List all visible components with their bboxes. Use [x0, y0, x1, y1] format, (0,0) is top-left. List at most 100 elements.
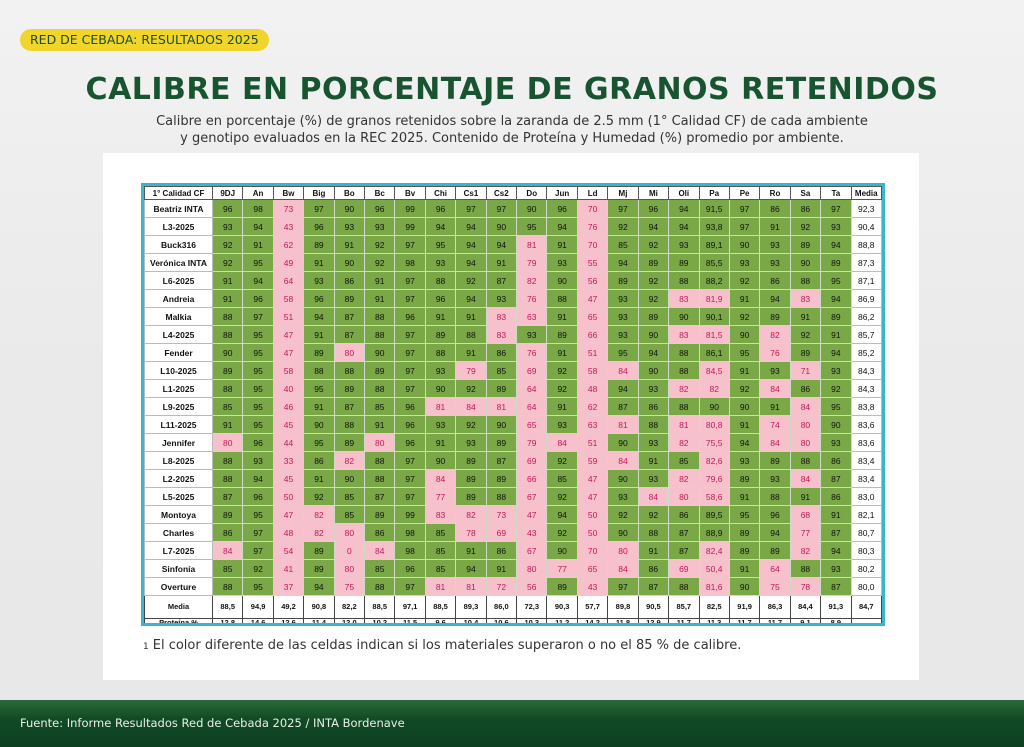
table-row: Buck316 92 91 62 89 91 92 97 95 94 94 81 91 70 85 92 93 8… — [144, 235, 882, 254]
table-cell: 97 — [242, 541, 274, 560]
table-cell: 83 — [485, 325, 518, 344]
table-cell: 94 — [820, 289, 852, 308]
table-cell: 91 — [303, 397, 335, 416]
table-cell: 47 — [576, 469, 609, 488]
genotype-name: Buck316 — [144, 235, 213, 254]
table-cell: 87 — [333, 307, 366, 326]
table-cell: 88 — [789, 559, 822, 578]
table-row: L8-2025 88 93 33 86 82 88 97 90 89 87 69 92 59 84 91 85 8… — [144, 451, 882, 470]
table-cell: 86 — [364, 523, 396, 542]
table-cell: 97 — [303, 199, 335, 218]
table-cell: 94 — [242, 469, 274, 488]
table-cell: 85 — [333, 505, 366, 524]
table-cell: 92 — [546, 379, 578, 398]
table-cell: 81,9 — [698, 289, 730, 308]
table-cell: 89 — [303, 343, 335, 362]
table-cell: 88 — [364, 325, 396, 344]
table-cell: 94 — [242, 217, 274, 236]
table-cell: 82 — [333, 451, 366, 470]
table-cell: 96 — [394, 397, 426, 416]
table-cell: 51 — [576, 343, 609, 362]
table-cell: 76 — [759, 343, 791, 362]
table-cell: 89 — [728, 541, 761, 560]
table-cell: 93 — [820, 361, 852, 380]
table-cell: 94 — [820, 541, 852, 560]
table-cell: 97 — [394, 235, 426, 254]
table-cell: 88 — [211, 325, 244, 344]
table-cell: 91 — [211, 415, 244, 434]
table-cell: 88 — [364, 451, 396, 470]
summary-cell: 84,7 — [850, 595, 882, 619]
column-header: Mj — [607, 186, 639, 200]
table-cell: 93 — [607, 325, 639, 344]
table-cell: 92 — [637, 235, 670, 254]
summary-cell: 10,6 — [485, 618, 518, 623]
table-cell: 91 — [728, 415, 761, 434]
table-cell: 90 — [728, 577, 761, 596]
table-cell: 58,6 — [698, 487, 730, 506]
table-cell: 85 — [364, 559, 396, 578]
table-cell: 83 — [424, 505, 457, 524]
table-cell: 96 — [394, 415, 426, 434]
table-cell: 93 — [759, 469, 791, 488]
table-cell: 88 — [211, 469, 244, 488]
table-cell: 94 — [637, 217, 670, 236]
table-row: Montoya 89 95 47 82 85 89 99 83 82 73 47 94 50 92 92 86 8… — [144, 505, 882, 524]
summary-cell: 72,3 — [516, 595, 548, 619]
table-cell: 91 — [364, 289, 396, 308]
table-cell: 92 — [789, 217, 822, 236]
table-cell: 87 — [820, 523, 852, 542]
table-cell: 83,6 — [850, 433, 882, 452]
table-cell: 89 — [728, 469, 761, 488]
table-cell: 44 — [272, 433, 305, 452]
table-cell: 86 — [668, 505, 700, 524]
table-cell: 91 — [211, 289, 244, 308]
table-cell: 86 — [485, 343, 518, 362]
table-cell: 92 — [211, 235, 244, 254]
summary-cell: 89,8 — [607, 595, 639, 619]
table-cell: 84 — [424, 469, 457, 488]
table-cell: 89 — [211, 505, 244, 524]
table-cell: 88,8 — [850, 235, 882, 254]
table-cell: 89 — [303, 559, 335, 578]
table-cell: 91 — [637, 451, 670, 470]
column-header: Big — [303, 186, 335, 200]
table-cell: 88 — [637, 415, 670, 434]
table-cell: 93 — [424, 415, 457, 434]
table-row: L6-2025 91 94 64 93 86 91 97 88 92 87 82 90 56 89 92 88 8… — [144, 271, 882, 290]
table-cell: 76 — [516, 289, 548, 308]
table-cell: 92 — [728, 307, 761, 326]
table-cell: 90 — [820, 415, 852, 434]
table-cell: 89 — [546, 577, 578, 596]
table-cell: 90 — [424, 451, 457, 470]
summary-cell: 82,5 — [698, 595, 730, 619]
genotype-name: Montoya — [144, 505, 213, 524]
table-cell: 96 — [303, 217, 335, 236]
table-cell: 48 — [272, 523, 305, 542]
table-cell: 98 — [394, 523, 426, 542]
table-cell: 87 — [364, 487, 396, 506]
table-row: Sinfonía 85 92 41 89 80 85 96 85 94 91 80 77 65 84 86 69… — [144, 559, 882, 578]
table-cell: 86,2 — [850, 307, 882, 326]
table-cell: 94 — [485, 235, 518, 254]
column-header: 9DJ — [211, 186, 244, 200]
table-cell: 91 — [211, 271, 244, 290]
table-cell: 90 — [546, 271, 578, 290]
page-subtitle: Calibre en porcentaje (%) de granos rete… — [60, 113, 964, 147]
table-cell: 94 — [637, 343, 670, 362]
table-cell: 88 — [789, 451, 822, 470]
table-cell: 89 — [637, 253, 670, 272]
table-cell: 65 — [516, 415, 548, 434]
table-cell: 92 — [546, 487, 578, 506]
table-cell: 84 — [364, 541, 396, 560]
table-cell: 91 — [820, 505, 852, 524]
table-cell: 89 — [789, 235, 822, 254]
table-cell: 91 — [546, 343, 578, 362]
summary-cell: 10,3 — [516, 618, 548, 623]
column-header: Bc — [364, 186, 396, 200]
subtitle-line-2: y genotipo evaluados en la REC 2025. Con… — [180, 131, 844, 146]
summary-cell: 14,2 — [576, 618, 609, 623]
table-cell: 86 — [789, 199, 822, 218]
table-cell: 95 — [303, 433, 335, 452]
genotype-name: L10-2025 — [144, 361, 213, 380]
